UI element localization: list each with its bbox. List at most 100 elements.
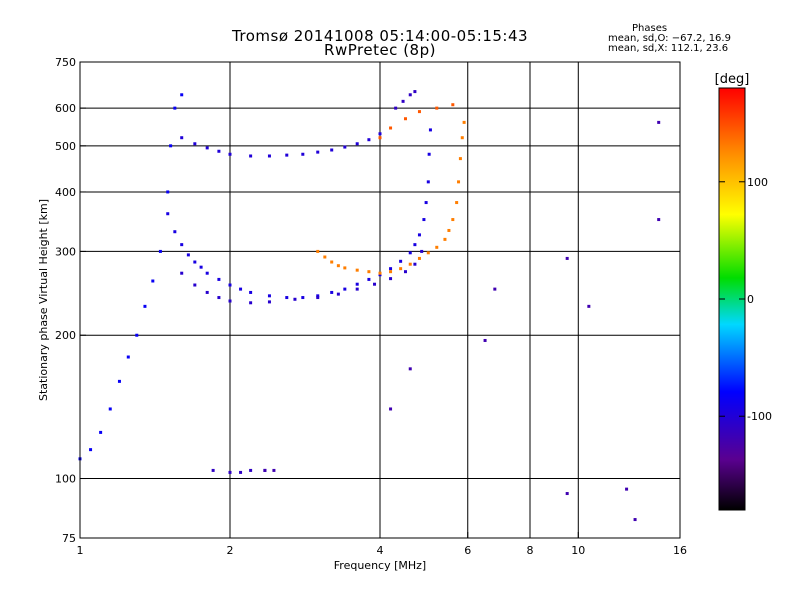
y-tick-label: 600 — [55, 102, 76, 115]
data-point — [323, 255, 327, 259]
data-point — [217, 277, 221, 281]
data-point — [173, 106, 177, 110]
data-point — [451, 103, 455, 107]
y-tick-label: 400 — [55, 186, 76, 199]
colorbar-tick-label: 100 — [747, 176, 768, 189]
data-point — [424, 201, 428, 205]
data-point — [211, 468, 215, 472]
data-point — [462, 120, 466, 124]
data-point — [228, 283, 232, 287]
data-point — [389, 126, 393, 130]
data-point — [427, 152, 431, 156]
data-point — [99, 430, 103, 434]
data-point — [239, 470, 243, 474]
y-axis-label: Stationary phase Virtual Height [km] — [37, 199, 50, 401]
data-point — [205, 290, 209, 294]
data-point — [401, 99, 405, 103]
data-point — [399, 267, 403, 271]
data-point — [205, 271, 209, 275]
data-point — [199, 265, 203, 269]
data-point — [285, 296, 289, 300]
data-point — [422, 218, 426, 222]
data-point — [413, 243, 417, 247]
data-point — [249, 468, 253, 472]
data-point — [435, 106, 439, 110]
data-point — [166, 212, 170, 216]
data-point — [455, 201, 459, 205]
data-point — [336, 264, 340, 268]
data-point — [193, 142, 197, 146]
data-point — [343, 287, 347, 291]
colorbar-tick-label: 0 — [747, 293, 754, 306]
data-point — [355, 282, 359, 286]
data-points — [78, 90, 661, 522]
data-point — [301, 296, 305, 300]
data-point — [389, 277, 393, 281]
data-point — [330, 290, 334, 294]
data-point — [205, 146, 209, 150]
data-point — [89, 448, 93, 452]
data-point — [373, 282, 377, 286]
data-point — [239, 287, 243, 291]
data-point — [399, 259, 403, 263]
data-point — [330, 260, 334, 264]
y-tick-label: 75 — [62, 532, 76, 545]
data-point — [228, 470, 232, 474]
data-point — [417, 110, 421, 114]
data-point — [408, 367, 412, 371]
y-axis-ticks: 75 100 200 300 400 500 600 750 — [55, 56, 86, 545]
y-tick-label: 750 — [55, 56, 76, 69]
phases-title: Phases — [632, 23, 668, 34]
data-point — [378, 136, 382, 140]
data-point — [217, 149, 221, 153]
data-point — [343, 266, 347, 270]
data-point — [457, 180, 461, 184]
data-point — [426, 251, 430, 255]
data-point — [228, 299, 232, 303]
x-axis-ticks: 1 2 4 6 8 10 16 — [77, 532, 687, 557]
data-point — [355, 142, 359, 146]
data-point — [565, 492, 569, 496]
data-point — [389, 267, 393, 271]
data-point — [285, 153, 289, 157]
data-point — [228, 152, 232, 156]
data-point — [330, 148, 334, 152]
data-point — [249, 154, 253, 158]
x-tick-label: 6 — [464, 544, 471, 557]
data-point — [378, 271, 382, 275]
data-point — [355, 287, 359, 291]
data-point — [166, 190, 170, 194]
x-tick-label: 16 — [673, 544, 687, 557]
data-point — [143, 304, 147, 308]
data-point — [460, 136, 464, 140]
data-point — [343, 145, 347, 149]
data-point — [108, 407, 112, 411]
data-point — [180, 136, 184, 140]
data-point — [173, 230, 177, 234]
data-point — [293, 297, 297, 301]
data-point — [355, 268, 359, 272]
data-point — [169, 144, 173, 148]
data-point — [417, 256, 421, 260]
data-point — [367, 277, 371, 281]
data-point — [447, 228, 451, 232]
data-point — [657, 120, 661, 124]
y-tick-label: 100 — [55, 473, 76, 486]
data-point — [316, 294, 320, 298]
x-tick-label: 10 — [571, 544, 585, 557]
data-point — [403, 117, 407, 121]
colorbar-ticks: 100 0 -100 — [719, 176, 772, 423]
data-point — [657, 218, 661, 222]
data-point — [408, 262, 412, 266]
data-point — [158, 249, 162, 253]
phases-o-stats: mean, sd,O: −67.2, 16.9 — [608, 33, 731, 44]
y-tick-label: 500 — [55, 140, 76, 153]
data-point — [186, 253, 190, 257]
x-axis-label: Frequency [MHz] — [334, 559, 426, 572]
data-point — [389, 270, 393, 274]
data-point — [633, 518, 637, 522]
data-point — [249, 290, 253, 294]
y-tick-label: 300 — [55, 245, 76, 258]
data-point — [301, 152, 305, 156]
colorbar-tick-label: -100 — [747, 410, 772, 423]
